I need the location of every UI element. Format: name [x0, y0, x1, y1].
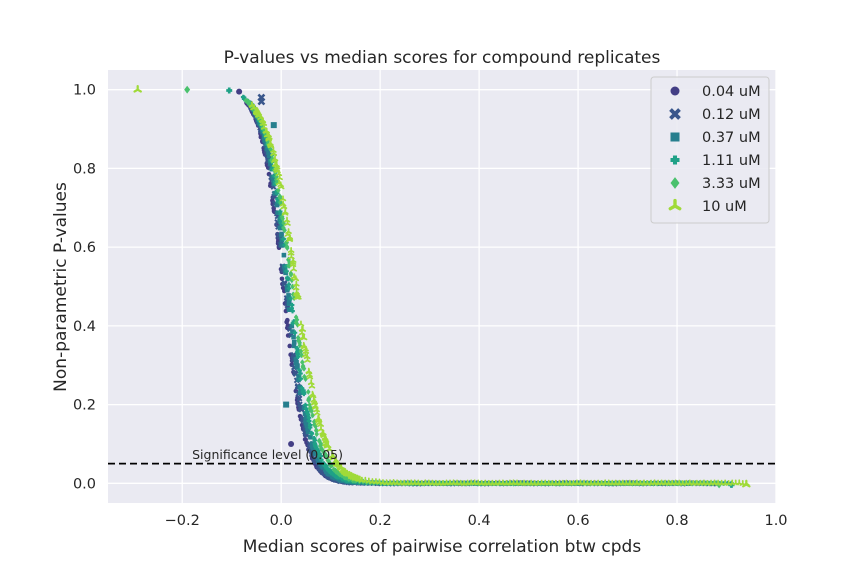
- legend-label: 0.12 uM: [702, 107, 761, 123]
- y-axis-label: Non-parametric P-values: [51, 182, 71, 392]
- legend-label: 10 uM: [702, 199, 747, 215]
- data-point: [280, 276, 285, 281]
- data-point: [292, 340, 297, 345]
- legend-label: 0.37 uM: [702, 130, 761, 146]
- data-point: [279, 232, 284, 237]
- x-tick-label: 0.8: [666, 513, 689, 529]
- data-point: [287, 344, 292, 349]
- data-point: [283, 402, 289, 408]
- legend: 0.04 uM 0.12 uM 0.37 uM 1.11 uM 3.33 uM 10 uM: [651, 77, 769, 223]
- chart-title: P-values vs median scores for compound r…: [224, 48, 661, 68]
- x-tick-label: 0.4: [468, 513, 491, 529]
- data-point: [271, 122, 277, 128]
- y-tick-label: 0.4: [73, 319, 96, 335]
- x-tick-label: 0.6: [567, 513, 590, 529]
- y-tick-label: 0.6: [73, 240, 96, 256]
- legend-label: 1.11 uM: [702, 153, 761, 169]
- data-point: [236, 89, 242, 95]
- y-tick-label: 0.8: [73, 161, 96, 177]
- data-point: [282, 253, 287, 258]
- x-tick-label: 1.0: [764, 513, 787, 529]
- legend-label: 0.04 uM: [702, 84, 761, 100]
- data-point: [291, 335, 296, 340]
- legend-marker: [671, 87, 680, 96]
- y-tick-label: 0.2: [73, 398, 96, 414]
- x-tick-label: 0.2: [369, 513, 392, 529]
- legend-marker: [671, 133, 680, 142]
- legend-label: 3.33 uM: [702, 176, 761, 192]
- x-tick-label: −0.2: [165, 513, 200, 529]
- data-point: [295, 363, 300, 368]
- x-axis-label: Median scores of pairwise correlation bt…: [243, 537, 642, 557]
- y-tick-label: 1.0: [73, 83, 96, 99]
- data-point: [303, 437, 308, 442]
- y-tick-label: 0.0: [73, 476, 96, 492]
- x-tick-label: 0.0: [270, 513, 293, 529]
- significance-annotation: Significance level (0.05): [192, 447, 343, 462]
